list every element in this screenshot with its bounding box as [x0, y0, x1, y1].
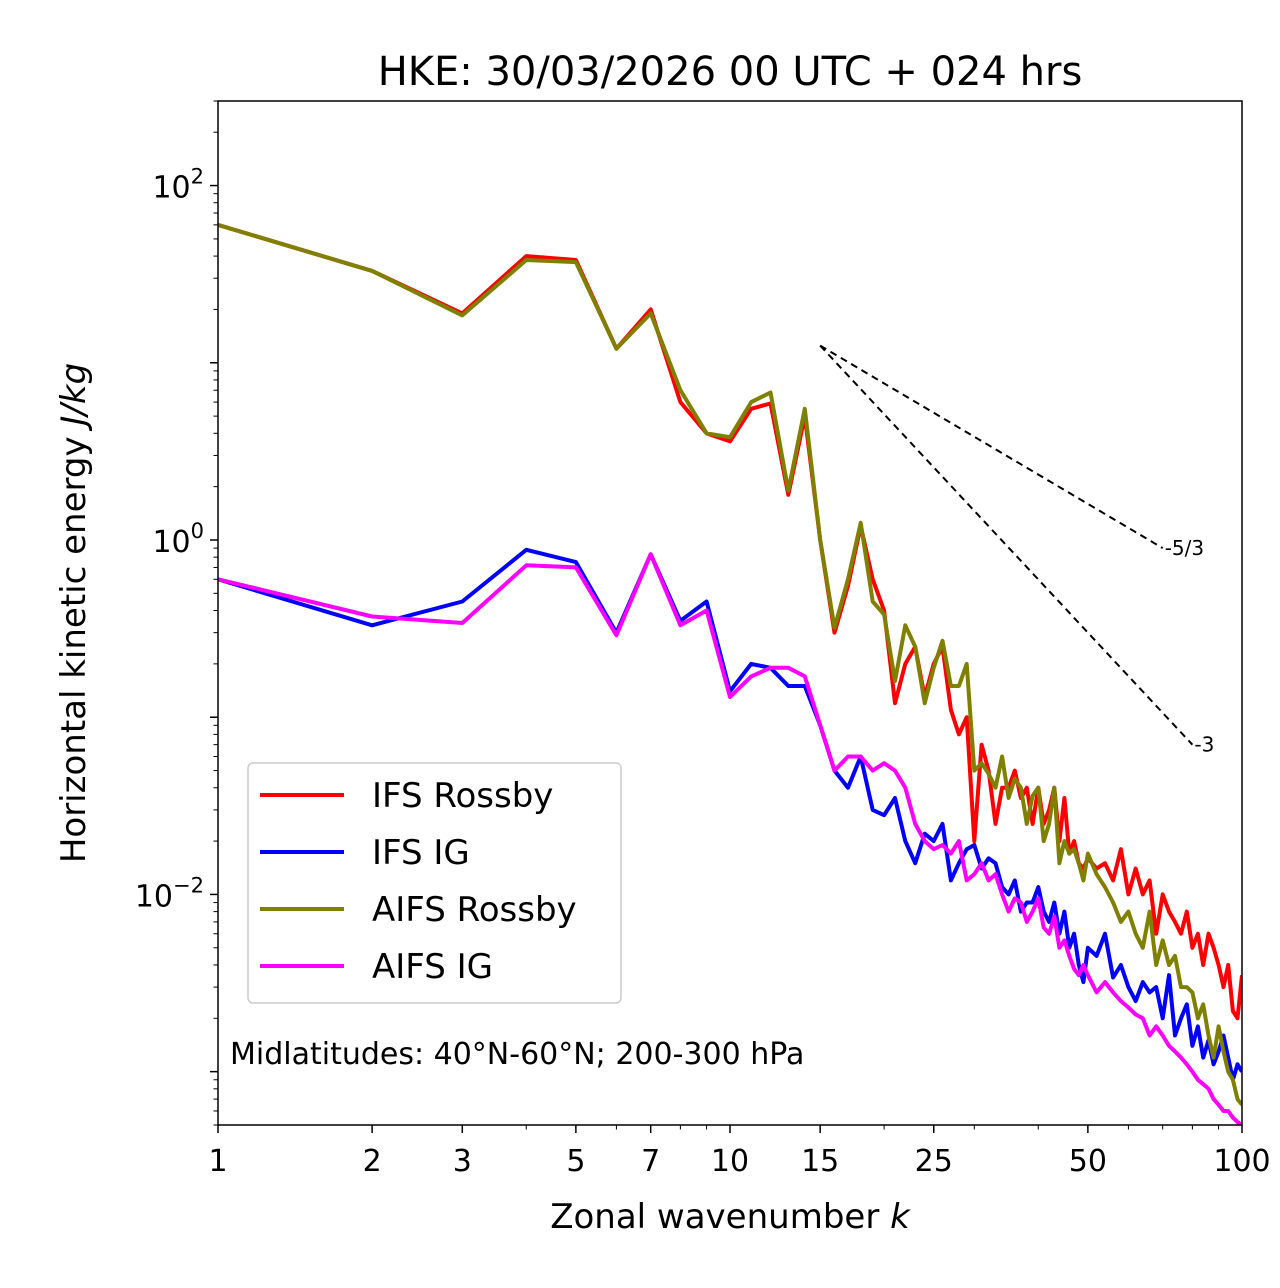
y-tick-label: 102: [152, 165, 204, 206]
region-annotation: Midlatitudes: 40°N-60°N; 200-300 hPa: [230, 1037, 804, 1072]
series-line-aifs-rossby: [218, 222, 1242, 1107]
series-line-aifs-ig: [218, 552, 1242, 1125]
legend-box: [247, 762, 622, 1004]
chart-title: HKE: 30/03/2026 00 UTC + 024 hrs: [378, 49, 1083, 95]
reference-slope-label: -3: [1194, 733, 1214, 757]
y-axis-label-text: Horizontal kinetic energy: [54, 426, 94, 864]
legend-label: AIFS Rossby: [372, 890, 577, 930]
reference-slope-line: [819, 344, 1194, 746]
x-tick-label: 10: [711, 1144, 749, 1179]
legend-label: IFS IG: [372, 833, 470, 873]
legend-label: IFS Rossby: [372, 776, 553, 816]
x-tick-label: 2: [363, 1144, 382, 1179]
x-tick-label: 100: [1213, 1144, 1270, 1179]
x-tick-label: 7: [641, 1144, 660, 1179]
x-axis-label: Zonal wavenumber k: [550, 1197, 911, 1237]
reference-slope-line: [819, 344, 1164, 549]
tick-layer: 1 2 3 5 7 10 15 25 50 100 102 100 10−2: [135, 100, 1271, 1179]
y-tick-label: 10−2: [135, 873, 204, 914]
series-layer: [218, 222, 1242, 1125]
x-axis-label-var: k: [890, 1197, 911, 1237]
legend-label: AIFS IG: [372, 947, 493, 987]
x-tick-label: 5: [566, 1144, 585, 1179]
reference-slope-label: -5/3: [1165, 536, 1204, 560]
y-axis-label-unit: J/kg: [54, 363, 94, 432]
x-tick-label: 25: [915, 1144, 953, 1179]
reference-slopes: -5/3 -3: [819, 344, 1214, 757]
series-line-ifs-ig: [218, 547, 1242, 1082]
legend: IFS Rossby IFS IG AIFS Rossby AIFS IG: [247, 762, 622, 1004]
y-axis-label: Horizontal kinetic energy J/kg: [54, 363, 94, 863]
x-tick-label: 3: [453, 1144, 472, 1179]
x-axis-label-text: Zonal wavenumber: [550, 1197, 890, 1237]
y-tick-label: 100: [152, 519, 204, 560]
x-tick-label: 50: [1069, 1144, 1107, 1179]
x-tick-label: 15: [801, 1144, 839, 1179]
x-tick-label: 1: [208, 1144, 227, 1179]
